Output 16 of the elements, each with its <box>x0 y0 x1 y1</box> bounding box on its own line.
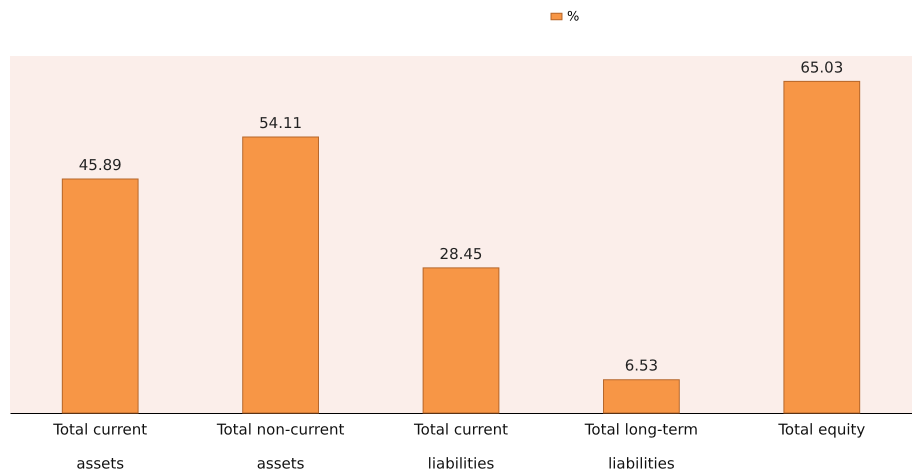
data-label: 54.11 <box>259 114 302 132</box>
data-label: 6.53 <box>624 356 658 375</box>
data-label: 28.45 <box>440 244 482 263</box>
x-tick-label: Total long-term liabilities <box>584 420 698 472</box>
bar <box>422 267 500 414</box>
bar <box>603 379 680 414</box>
bar <box>783 80 860 414</box>
x-tick-label: Total non-current assets <box>216 420 344 472</box>
legend-label: % <box>567 10 580 24</box>
data-label: 65.03 <box>800 58 844 76</box>
x-tick-label: Total current assets <box>52 420 148 472</box>
bar <box>62 178 139 414</box>
x-tick-label: Total current liabilities <box>413 420 508 472</box>
x-tick-label: Total equity <box>777 420 866 438</box>
data-label: 45.89 <box>78 156 122 174</box>
bar <box>242 136 319 414</box>
